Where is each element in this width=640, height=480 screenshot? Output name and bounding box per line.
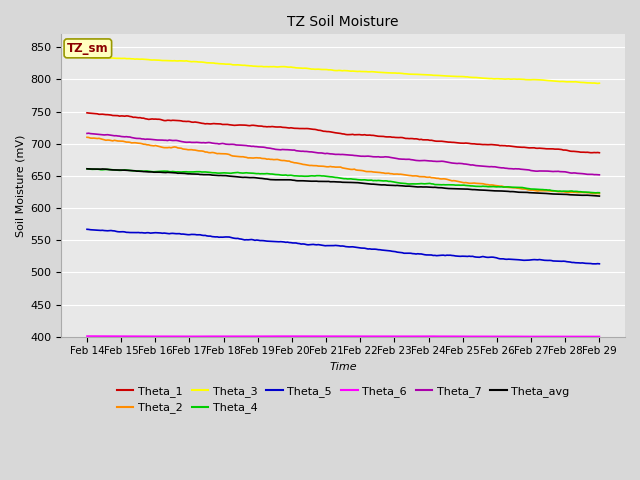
Line: Theta_avg: Theta_avg bbox=[87, 169, 600, 196]
Theta_7 bbox=[85, 131, 93, 136]
Theta_4 bbox=[397, 180, 404, 186]
Theta_4 bbox=[83, 166, 91, 172]
Legend: Theta_1, Theta_2, Theta_3, Theta_4, Theta_5, Theta_6, Theta_7, Theta_avg: Theta_1, Theta_2, Theta_3, Theta_4, Thet… bbox=[113, 382, 574, 418]
Theta_avg bbox=[387, 182, 394, 188]
Theta_2 bbox=[397, 171, 404, 177]
Theta_5 bbox=[596, 261, 604, 267]
Theta_3 bbox=[388, 70, 396, 76]
Theta_1 bbox=[397, 134, 404, 140]
Theta_6 bbox=[515, 334, 523, 339]
Theta_7 bbox=[399, 156, 406, 162]
Theta_4 bbox=[85, 166, 93, 172]
Theta_4 bbox=[387, 179, 394, 184]
Theta_avg bbox=[397, 183, 404, 189]
Theta_2 bbox=[596, 191, 604, 196]
Y-axis label: Soil Moisture (mV): Soil Moisture (mV) bbox=[15, 134, 25, 237]
Title: TZ Soil Moisture: TZ Soil Moisture bbox=[287, 15, 399, 29]
Line: Theta_7: Theta_7 bbox=[87, 133, 600, 175]
Theta_3 bbox=[387, 70, 394, 76]
Theta_5 bbox=[592, 261, 600, 267]
Theta_7 bbox=[388, 155, 396, 160]
Theta_6 bbox=[594, 334, 602, 339]
Line: Theta_4: Theta_4 bbox=[87, 169, 600, 193]
Theta_7 bbox=[549, 168, 557, 174]
Theta_7 bbox=[596, 172, 604, 178]
Theta_6 bbox=[83, 333, 91, 339]
Theta_4 bbox=[592, 190, 600, 196]
Theta_3 bbox=[596, 80, 604, 86]
Line: Theta_5: Theta_5 bbox=[87, 229, 600, 264]
Theta_3 bbox=[515, 76, 523, 82]
Theta_1 bbox=[387, 134, 394, 140]
Theta_5 bbox=[387, 248, 394, 254]
Theta_5 bbox=[397, 250, 404, 255]
Theta_7 bbox=[83, 131, 91, 136]
Theta_2 bbox=[388, 171, 396, 177]
Theta_3 bbox=[83, 54, 91, 60]
Theta_4 bbox=[596, 190, 604, 196]
X-axis label: Time: Time bbox=[330, 362, 357, 372]
Theta_6 bbox=[85, 333, 93, 339]
Theta_3 bbox=[548, 78, 556, 84]
Theta_6 bbox=[397, 334, 404, 339]
Theta_6 bbox=[548, 334, 556, 339]
Theta_2 bbox=[83, 134, 91, 140]
Line: Theta_1: Theta_1 bbox=[87, 113, 600, 153]
Theta_avg bbox=[596, 193, 604, 199]
Text: TZ_sm: TZ_sm bbox=[67, 42, 109, 55]
Theta_1 bbox=[83, 110, 91, 116]
Theta_4 bbox=[515, 185, 523, 191]
Theta_7 bbox=[390, 155, 397, 161]
Theta_5 bbox=[548, 258, 556, 264]
Theta_2 bbox=[515, 185, 523, 191]
Theta_avg bbox=[83, 166, 91, 172]
Theta_4 bbox=[548, 188, 556, 193]
Theta_1 bbox=[548, 146, 556, 152]
Theta_5 bbox=[515, 257, 523, 263]
Theta_2 bbox=[85, 134, 93, 140]
Theta_3 bbox=[594, 81, 602, 86]
Theta_6 bbox=[387, 334, 394, 339]
Line: Theta_2: Theta_2 bbox=[87, 137, 600, 193]
Theta_6 bbox=[388, 334, 396, 339]
Theta_3 bbox=[85, 54, 93, 60]
Theta_1 bbox=[515, 144, 523, 150]
Theta_5 bbox=[85, 227, 93, 232]
Theta_2 bbox=[548, 188, 556, 194]
Theta_avg bbox=[548, 191, 556, 197]
Theta_7 bbox=[516, 166, 524, 172]
Theta_7 bbox=[86, 131, 94, 136]
Theta_avg bbox=[388, 182, 396, 188]
Theta_1 bbox=[587, 150, 595, 156]
Theta_3 bbox=[397, 71, 404, 76]
Theta_1 bbox=[388, 134, 396, 140]
Theta_avg bbox=[85, 166, 93, 172]
Theta_1 bbox=[596, 150, 604, 156]
Theta_avg bbox=[515, 189, 523, 195]
Theta_4 bbox=[388, 179, 396, 185]
Theta_2 bbox=[387, 171, 394, 177]
Line: Theta_3: Theta_3 bbox=[87, 57, 600, 84]
Theta_5 bbox=[83, 227, 91, 232]
Theta_6 bbox=[596, 334, 604, 339]
Theta_1 bbox=[85, 110, 93, 116]
Theta_5 bbox=[388, 248, 396, 254]
